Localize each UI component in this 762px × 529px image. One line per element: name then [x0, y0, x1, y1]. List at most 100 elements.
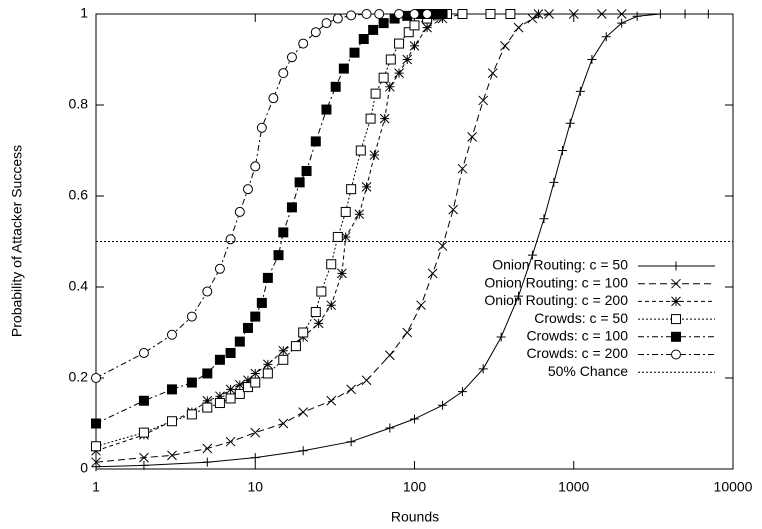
- marker: [186, 409, 197, 420]
- marker: [394, 68, 404, 79]
- marker: [298, 407, 309, 417]
- marker: [298, 327, 309, 338]
- marker: [368, 24, 379, 35]
- marker: [374, 9, 385, 19]
- series-line: [95, 13, 709, 468]
- marker: [326, 259, 337, 270]
- marker: [298, 446, 308, 456]
- marker: [225, 347, 236, 358]
- marker: [467, 131, 477, 142]
- marker: [422, 9, 433, 19]
- marker: [310, 27, 321, 38]
- marker: [278, 68, 289, 79]
- marker: [680, 9, 690, 19]
- marker: [225, 384, 236, 395]
- marker: [225, 393, 236, 404]
- marker: [575, 86, 585, 96]
- marker: [496, 332, 506, 342]
- series-line: [95, 13, 622, 463]
- marker: [365, 113, 376, 124]
- marker: [422, 22, 432, 33]
- marker: [262, 272, 273, 283]
- marker: [409, 9, 420, 19]
- marker: [361, 375, 372, 386]
- x-tick-label: 10000: [714, 479, 753, 495]
- marker: [655, 9, 665, 19]
- marker: [349, 47, 360, 58]
- legend-label: Crowds: c = 100: [526, 328, 628, 344]
- x-tick-label: 10: [247, 479, 263, 495]
- marker: [549, 177, 559, 187]
- marker: [478, 95, 489, 106]
- marker: [326, 300, 337, 311]
- marker: [278, 227, 289, 238]
- marker: [527, 250, 537, 260]
- x-axis-label: Rounds: [391, 509, 439, 525]
- x-tick-label: 1000: [558, 479, 589, 495]
- marker: [478, 364, 488, 374]
- marker: [138, 395, 149, 406]
- marker: [370, 88, 381, 99]
- marker: [671, 278, 681, 289]
- marker: [250, 311, 261, 322]
- marker: [457, 163, 468, 174]
- marker: [263, 359, 273, 370]
- marker: [346, 10, 357, 21]
- marker: [321, 18, 332, 29]
- marker: [409, 40, 420, 51]
- y-tick-label: 0.6: [69, 187, 89, 203]
- marker: [448, 204, 459, 215]
- marker: [250, 368, 261, 379]
- marker: [301, 165, 312, 176]
- marker: [354, 209, 365, 220]
- marker: [202, 395, 213, 406]
- marker: [91, 457, 101, 468]
- marker: [243, 375, 253, 386]
- marker: [544, 9, 554, 19]
- marker: [273, 250, 284, 261]
- marker: [568, 9, 579, 19]
- marker: [268, 93, 279, 104]
- marker: [234, 388, 245, 399]
- marker: [632, 11, 642, 21]
- marker: [250, 377, 261, 388]
- marker: [671, 349, 681, 360]
- marker: [379, 113, 390, 124]
- x-tick-label: 1: [92, 479, 100, 495]
- marker: [256, 297, 267, 308]
- marker: [384, 350, 395, 361]
- marker: [513, 22, 524, 33]
- marker: [340, 206, 351, 217]
- marker: [338, 63, 349, 74]
- marker: [138, 347, 149, 358]
- marker: [278, 418, 289, 429]
- marker: [234, 336, 245, 347]
- y-tick-label: 1: [80, 5, 88, 21]
- marker: [214, 263, 225, 274]
- marker: [202, 368, 213, 379]
- marker: [242, 322, 253, 333]
- series-line: [95, 13, 428, 379]
- marker: [310, 136, 321, 147]
- series-line: [95, 13, 539, 452]
- marker: [385, 423, 395, 433]
- marker: [326, 395, 337, 406]
- marker: [378, 18, 389, 29]
- marker: [202, 402, 213, 413]
- marker: [355, 145, 366, 156]
- marker: [402, 54, 413, 65]
- legend-label: Onion Routing: c = 100: [484, 274, 628, 290]
- legend-label: Crowds: c = 50: [534, 310, 628, 326]
- marker: [671, 261, 681, 271]
- marker: [616, 9, 627, 19]
- marker: [290, 341, 301, 352]
- marker: [186, 377, 197, 388]
- marker: [703, 9, 713, 19]
- y-tick-label: 0.2: [69, 369, 89, 385]
- marker: [394, 38, 405, 49]
- marker: [378, 72, 389, 83]
- marker: [527, 13, 538, 24]
- marker: [202, 443, 213, 454]
- marker: [332, 231, 343, 242]
